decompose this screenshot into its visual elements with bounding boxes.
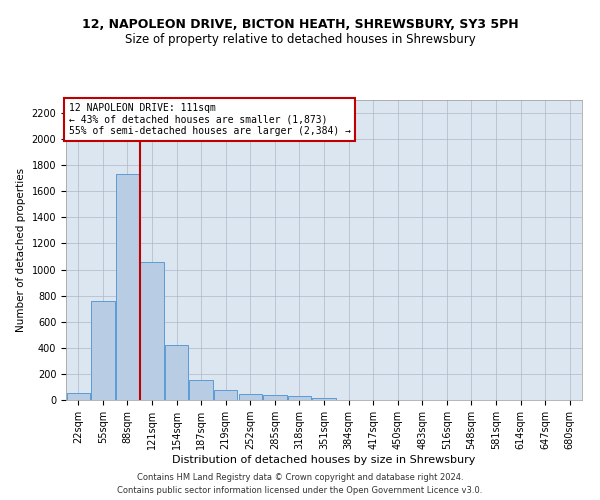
Bar	[239, 394, 262, 400]
Bar	[288, 396, 311, 400]
Bar	[263, 395, 287, 400]
Bar	[190, 380, 213, 400]
Text: 12 NAPOLEON DRIVE: 111sqm
← 43% of detached houses are smaller (1,873)
55% of se: 12 NAPOLEON DRIVE: 111sqm ← 43% of detac…	[68, 103, 350, 136]
Text: 12, NAPOLEON DRIVE, BICTON HEATH, SHREWSBURY, SY3 5PH: 12, NAPOLEON DRIVE, BICTON HEATH, SHREWS…	[82, 18, 518, 30]
Bar	[67, 393, 90, 400]
Bar	[313, 398, 335, 400]
Bar	[91, 301, 115, 400]
Bar	[165, 345, 188, 400]
Bar	[116, 174, 139, 400]
Text: Contains HM Land Registry data © Crown copyright and database right 2024.: Contains HM Land Registry data © Crown c…	[137, 474, 463, 482]
Y-axis label: Number of detached properties: Number of detached properties	[16, 168, 26, 332]
X-axis label: Distribution of detached houses by size in Shrewsbury: Distribution of detached houses by size …	[172, 455, 476, 465]
Text: Contains public sector information licensed under the Open Government Licence v3: Contains public sector information licen…	[118, 486, 482, 495]
Text: Size of property relative to detached houses in Shrewsbury: Size of property relative to detached ho…	[125, 32, 475, 46]
Bar	[140, 262, 164, 400]
Bar	[214, 390, 238, 400]
